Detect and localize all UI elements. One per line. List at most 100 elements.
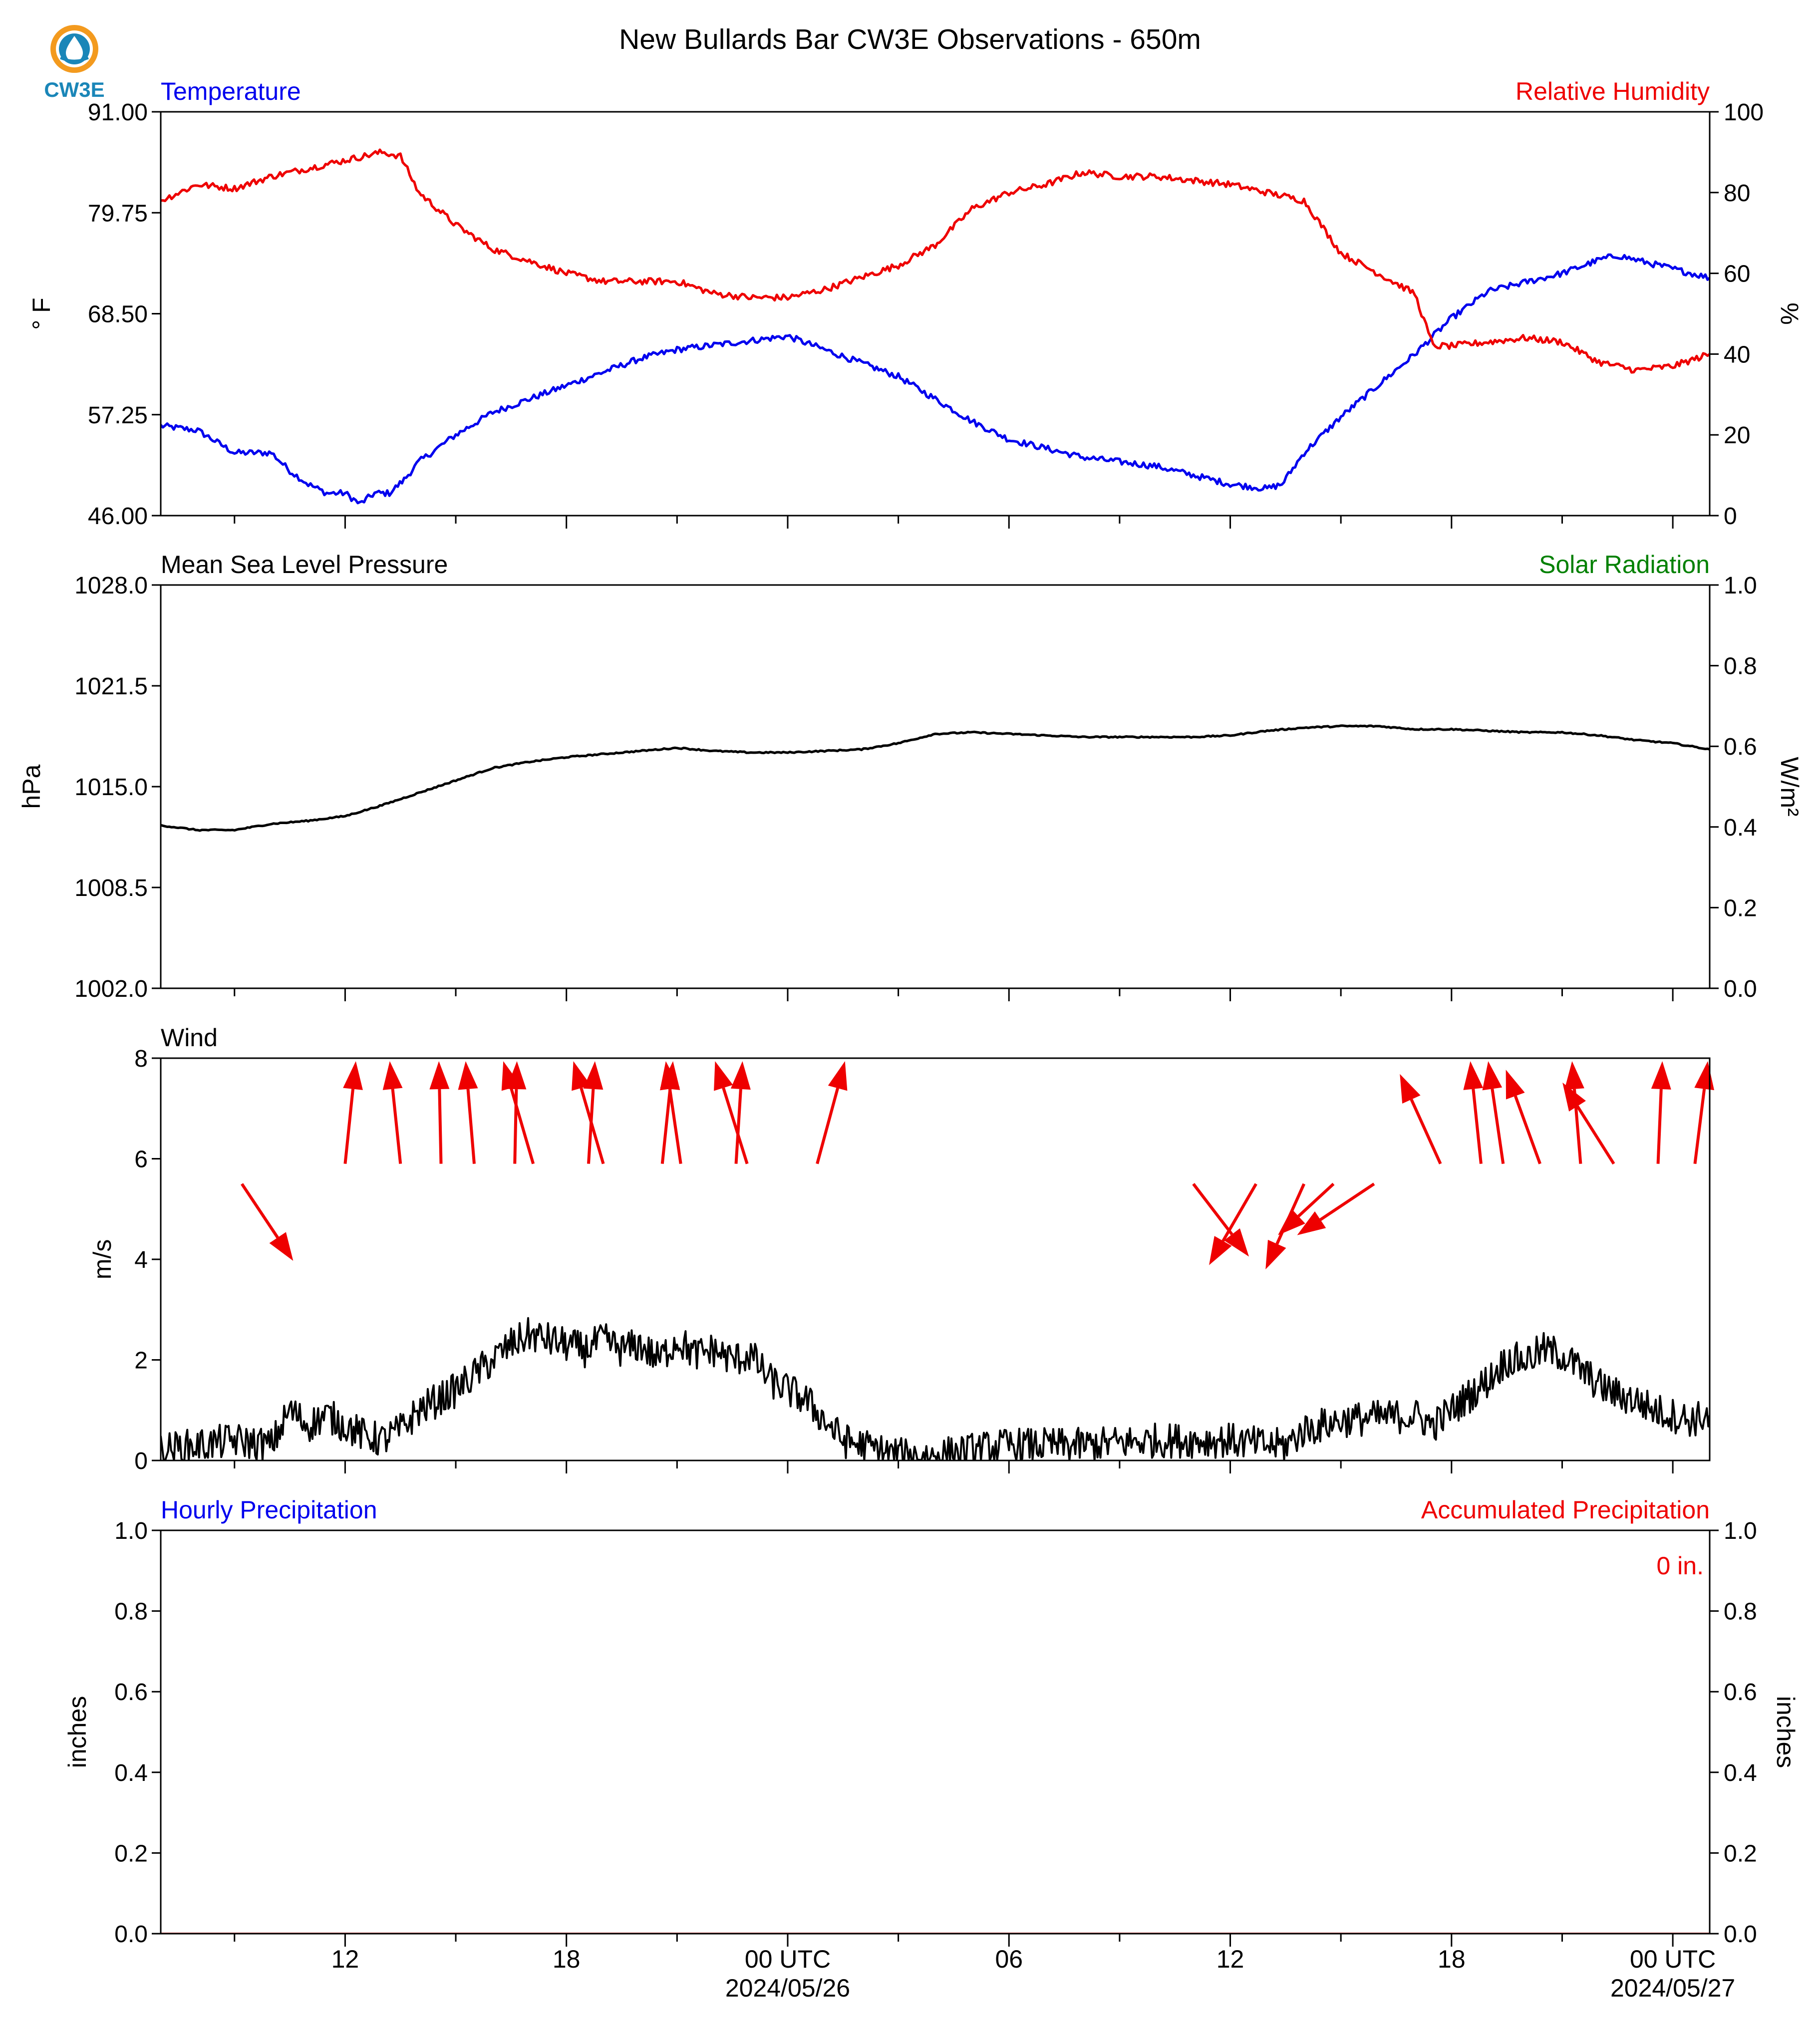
y-tick-label-left: 0.0: [114, 1921, 148, 1948]
wind-vector-arrow: [382, 1061, 403, 1164]
y-tick-label-right: 0.4: [1724, 815, 1757, 841]
wind-vector-head: [458, 1061, 478, 1090]
y-tick-label-right: 0.2: [1724, 1840, 1757, 1867]
y-tick-label-left: 0.2: [114, 1840, 148, 1867]
wind-vector-head: [1265, 1239, 1286, 1270]
y-tick-label-left: 46.00: [88, 503, 148, 530]
wind-vector-arrow: [660, 1061, 682, 1164]
wind-vector-shaft: [391, 1089, 402, 1164]
wind-vector-arrow: [241, 1183, 294, 1261]
y-tick-label-right: 0.4: [1724, 1760, 1757, 1786]
wind-vector-shaft: [1410, 1099, 1442, 1164]
y-tick-label-left: 68.50: [88, 301, 148, 328]
y-tick-label-right: 40: [1724, 341, 1750, 368]
y-axis-label-left: ° F: [27, 297, 55, 329]
wind-vector-arrow: [429, 1061, 450, 1164]
y-axis-label-left: hPa: [17, 764, 45, 809]
wind-vector-arrow: [1562, 1082, 1615, 1165]
y-tick-label-left: 0.6: [114, 1679, 148, 1706]
wind-vector-head: [501, 1061, 521, 1091]
wind-vector-shaft: [510, 1087, 535, 1164]
y-tick-label-left: 79.75: [88, 200, 148, 227]
wind-vector-arrow: [1278, 1182, 1335, 1235]
wind-vector-arrow: [1463, 1061, 1484, 1164]
wind-vector-arrow: [730, 1061, 751, 1164]
x-tick-label: 12: [331, 1945, 359, 1973]
panel-4: 0.0 0.2 0.4 0.6 0.8 1.0 0.0 0.2 0.4 0.6 0.8 1.0 Hour…: [63, 1496, 1800, 1948]
x-tick-label: 06: [995, 1945, 1023, 1973]
wind-vector-arrow: [1651, 1061, 1671, 1164]
wind-vector-arrow: [343, 1061, 363, 1164]
wind-vector-head: [1506, 1070, 1525, 1100]
wind-vector-arrow: [1482, 1061, 1505, 1164]
wind-vector-arrow: [714, 1061, 749, 1164]
y-tick-label-left: 1.0: [114, 1518, 148, 1544]
panel-frame: [160, 584, 1711, 989]
y-tick-label-right: 20: [1724, 422, 1750, 449]
wind-vector-shaft: [734, 1089, 742, 1164]
wind-vector-arrow: [1506, 1070, 1541, 1164]
y-tick-label-left: 1021.5: [74, 673, 148, 700]
panel-1: 46.00 57.25 68.50 79.75 91.00 0 20 40 60 80 100 Tem…: [27, 77, 1804, 530]
wind-vector-shaft: [816, 1088, 840, 1164]
wind-vector-arrow: [1209, 1183, 1257, 1265]
wind-vector-shaft: [1576, 1105, 1615, 1165]
panel-frame: [160, 111, 1711, 517]
x-tick-date-label: 2024/05/26: [725, 1974, 850, 2002]
y-axis-label-right: %: [1776, 302, 1804, 324]
wind-vector-head: [1463, 1061, 1484, 1090]
y-axis-label-right: inches: [1772, 1696, 1800, 1768]
cw3e-logo: CW3E: [44, 25, 105, 101]
y-tick-label-left: 1015.0: [74, 774, 148, 801]
wind-vector-head: [1400, 1074, 1421, 1104]
wind-vector-shaft: [580, 1087, 605, 1164]
wind-vector-arrow: [1400, 1074, 1442, 1164]
wind-vector-arrow: [1192, 1183, 1249, 1257]
wind-vector-head: [269, 1232, 294, 1261]
panel-right-title: Solar Radiation: [1539, 551, 1710, 579]
wind-vector-shaft: [466, 1089, 476, 1164]
wind-vector-head: [1482, 1061, 1503, 1091]
series-line-wind-speed: [161, 1317, 1710, 1460]
x-tick-label: 12: [1216, 1945, 1244, 1973]
wind-vector-shaft: [1192, 1183, 1233, 1235]
y-tick-label-left: 1002.0: [74, 976, 148, 1002]
panel-frame: [160, 1529, 1711, 1935]
wind-vector-head: [572, 1061, 591, 1091]
wind-vector-arrow: [501, 1061, 535, 1164]
series-line-temperature: [161, 253, 1710, 505]
figure-title: New Bullards Bar CW3E Observations - 650…: [619, 23, 1201, 55]
wind-vector-shaft: [1297, 1182, 1335, 1217]
y-tick-label-left: 91.00: [88, 99, 148, 126]
y-tick-label-right: 0.0: [1724, 1921, 1757, 1948]
wind-vector-head: [1224, 1228, 1249, 1257]
y-tick-label-right: 0.6: [1724, 1679, 1757, 1706]
y-tick-label-left: 57.25: [88, 402, 148, 429]
wind-vector-shaft: [1514, 1095, 1541, 1164]
panel-right-title: Accumulated Precipitation: [1421, 1496, 1710, 1524]
y-tick-label-right: 0.6: [1724, 734, 1757, 760]
wind-vector-head: [343, 1061, 363, 1090]
y-tick-label-left: 6: [134, 1147, 148, 1173]
y-tick-label-left: 0.8: [114, 1599, 148, 1625]
wind-vector-head: [828, 1061, 848, 1091]
x-tick-date-label: 2024/05/27: [1610, 1974, 1735, 2002]
panel-left-title: Wind: [161, 1024, 218, 1052]
y-axis-label-left: inches: [63, 1696, 91, 1768]
wind-vector-shaft: [1221, 1183, 1257, 1242]
y-tick-label-right: 100: [1724, 99, 1764, 126]
y-tick-label-right: 80: [1724, 180, 1750, 207]
wind-vector-head: [730, 1061, 751, 1090]
panel-left-title: Mean Sea Level Pressure: [161, 551, 448, 579]
x-tick-label: 00 UTC: [745, 1945, 831, 1973]
y-tick-label-left: 0: [134, 1448, 148, 1474]
panel-right-title: Relative Humidity: [1516, 77, 1710, 105]
wind-vector-head: [429, 1061, 450, 1090]
wind-vector-shaft: [1491, 1089, 1505, 1164]
wind-vector-head: [1297, 1211, 1326, 1235]
y-tick-label-right: 1.0: [1724, 1518, 1757, 1544]
wind-vector-arrow: [572, 1061, 605, 1164]
y-tick-label-right: 0.0: [1724, 976, 1757, 1002]
